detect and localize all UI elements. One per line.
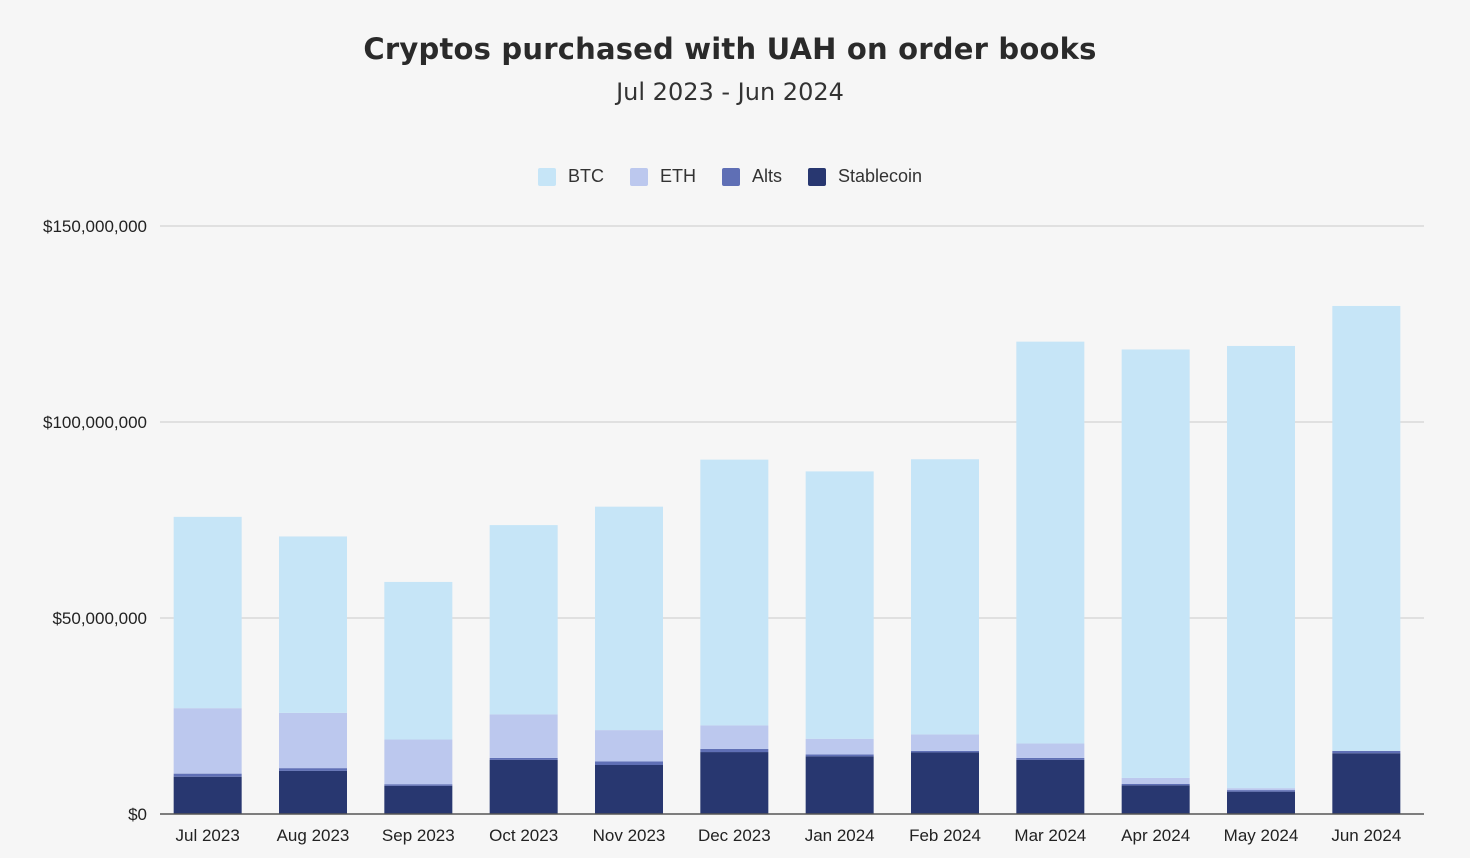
bar-segment-eth[interactable]: [1227, 788, 1295, 791]
x-tick-label: May 2024: [1224, 826, 1299, 845]
bar-segment-stablecoin[interactable]: [805, 756, 874, 814]
bar-segment-alts[interactable]: [489, 757, 558, 760]
bar-segment-stablecoin[interactable]: [1121, 785, 1190, 814]
bar-segment-alts[interactable]: [911, 750, 979, 753]
bar-segment-stablecoin[interactable]: [595, 765, 663, 814]
y-tick-label: $50,000,000: [52, 609, 147, 628]
chart-legend: BTC ETH Alts Stablecoin: [0, 166, 1460, 187]
legend-label-eth: ETH: [659, 166, 696, 186]
bar-segment-btc[interactable]: [1016, 341, 1085, 744]
legend-item-btc[interactable]: BTC: [537, 166, 604, 187]
bar-segment-eth[interactable]: [384, 739, 453, 785]
x-tick-label: Oct 2023: [489, 826, 558, 845]
bar-segment-btc[interactable]: [173, 516, 242, 709]
bar-segment-stablecoin[interactable]: [384, 785, 453, 814]
bar-segment-eth[interactable]: [279, 712, 347, 769]
bar-segment-alts[interactable]: [595, 761, 663, 765]
chart-title: Cryptos purchased with UAH on order book…: [363, 32, 1097, 66]
bar-segment-btc[interactable]: [279, 536, 347, 713]
bar-segment-eth[interactable]: [700, 725, 769, 749]
bar-segment-btc[interactable]: [595, 506, 663, 731]
bar-segment-alts[interactable]: [384, 784, 453, 786]
bar-segment-btc[interactable]: [700, 459, 769, 726]
x-tick-label: Feb 2024: [909, 826, 981, 845]
bar-segment-btc[interactable]: [384, 581, 453, 740]
bar-segment-stablecoin[interactable]: [1332, 753, 1401, 814]
bar-segment-eth[interactable]: [911, 734, 979, 751]
x-tick-label: Mar 2024: [1014, 826, 1086, 845]
bar-segment-eth[interactable]: [1121, 777, 1190, 784]
x-tick-label: Jul 2023: [176, 826, 240, 845]
bar-segment-btc[interactable]: [489, 525, 558, 715]
bar-segment-alts[interactable]: [1227, 790, 1295, 792]
bar-segment-alts[interactable]: [1121, 783, 1190, 786]
bar-segment-alts[interactable]: [700, 748, 769, 753]
chart-subtitle: Jul 2023 - Jun 2024: [616, 78, 844, 106]
bar-segment-stablecoin[interactable]: [700, 752, 769, 814]
bar-segment-eth[interactable]: [173, 708, 242, 774]
bar-segment-eth[interactable]: [1016, 743, 1085, 758]
bar-segment-eth[interactable]: [489, 714, 558, 758]
legend-item-eth[interactable]: ETH: [629, 166, 696, 187]
bar-segment-stablecoin[interactable]: [1016, 759, 1085, 814]
legend-label-stablecoin: Stablecoin: [837, 166, 923, 186]
bar-segment-stablecoin[interactable]: [489, 759, 558, 814]
legend-swatch-btc: [537, 167, 556, 186]
bar-segment-stablecoin[interactable]: [279, 770, 347, 814]
x-tick-label: Jun 2024: [1331, 826, 1401, 845]
legend-item-stablecoin[interactable]: Stablecoin: [807, 166, 923, 187]
x-tick-label: Jan 2024: [805, 826, 875, 845]
bar-segment-alts[interactable]: [1332, 750, 1401, 754]
legend-label-btc: BTC: [567, 166, 604, 186]
y-tick-label: $100,000,000: [43, 413, 147, 432]
legend-label-alts: Alts: [751, 166, 782, 186]
bar-segment-btc[interactable]: [911, 459, 979, 735]
bar-segment-alts[interactable]: [1016, 757, 1085, 760]
bar-segment-stablecoin[interactable]: [911, 752, 979, 814]
bar-segment-alts[interactable]: [279, 768, 347, 771]
y-tick-label: $150,000,000: [43, 217, 147, 236]
bar-segment-alts[interactable]: [805, 754, 874, 757]
bar-segment-btc[interactable]: [1332, 305, 1401, 751]
legend-swatch-alts: [721, 167, 740, 186]
bar-segment-alts[interactable]: [173, 773, 242, 777]
bar-segment-btc[interactable]: [1121, 349, 1190, 778]
legend-item-alts[interactable]: Alts: [721, 166, 782, 187]
x-tick-label: Nov 2023: [593, 826, 666, 845]
bar-segment-btc[interactable]: [805, 471, 874, 739]
bar-segment-stablecoin[interactable]: [1227, 791, 1295, 814]
x-tick-label: Sep 2023: [382, 826, 455, 845]
x-tick-label: Dec 2023: [698, 826, 771, 845]
bar-segment-stablecoin[interactable]: [173, 776, 242, 814]
bar-segment-btc[interactable]: [1227, 345, 1295, 789]
bar-segment-eth[interactable]: [595, 730, 663, 762]
x-tick-label: Aug 2023: [277, 826, 350, 845]
legend-swatch-eth: [629, 167, 648, 186]
y-tick-label: $0: [128, 805, 147, 824]
legend-swatch-stablecoin: [807, 167, 826, 186]
x-tick-label: Apr 2024: [1121, 826, 1190, 845]
bar-segment-eth[interactable]: [805, 738, 874, 755]
